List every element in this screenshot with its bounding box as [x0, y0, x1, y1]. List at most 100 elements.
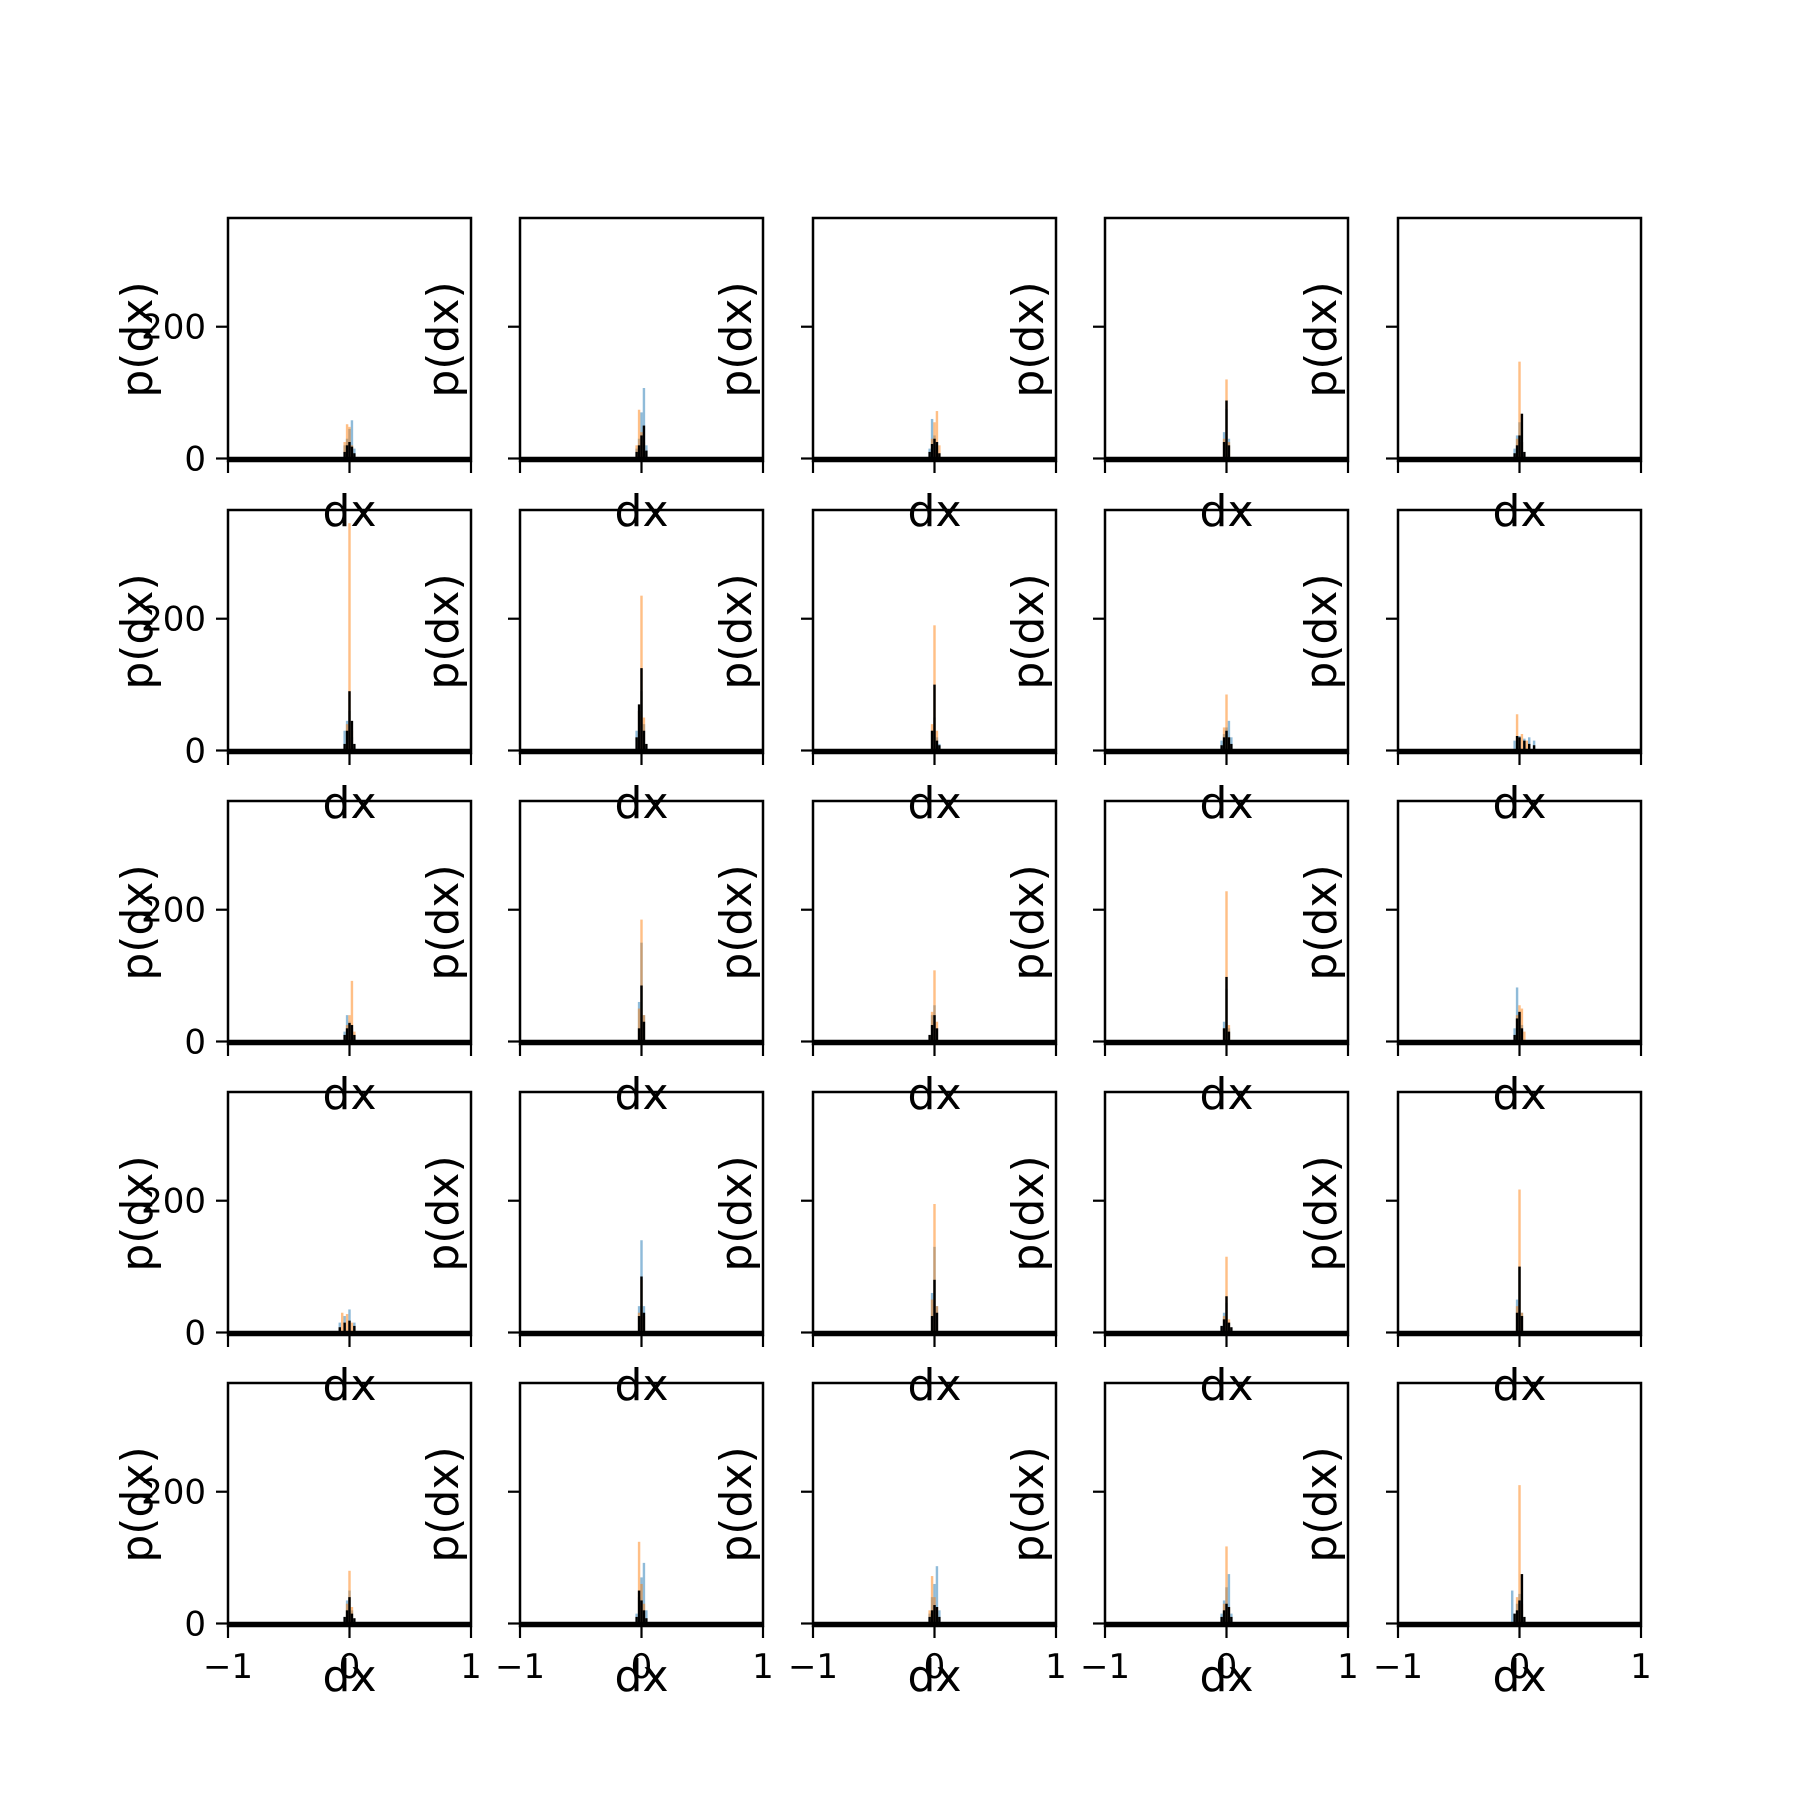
x-tick-label: 0	[924, 1647, 946, 1687]
x-tick-label: −1	[203, 1647, 253, 1687]
subplot-r0-c2: dx p(dx)	[711, 216, 1058, 537]
histogram-bar-black	[938, 1616, 941, 1624]
y-tick-label: 0	[184, 440, 206, 480]
histogram-bar-black	[348, 691, 351, 751]
histogram-bar-black	[1222, 1319, 1226, 1333]
subplot-r4-c2: −1 0 1 dx p(dx)	[711, 1381, 1067, 1702]
histogram-bar-black	[1515, 1610, 1519, 1624]
histogram-bar-orange	[348, 523, 351, 751]
y-axis-label: p(dx)	[711, 281, 762, 397]
histogram-bar-black	[353, 453, 356, 459]
histogram-bar-orange	[341, 1312, 344, 1333]
histogram-bar-black	[1227, 1031, 1231, 1042]
histogram-bar-black	[635, 451, 638, 459]
histogram-bar-orange	[938, 445, 941, 459]
x-axis-label: dx	[615, 486, 669, 537]
x-tick-label: 1	[1337, 1647, 1359, 1687]
histogram-bar-blue	[343, 730, 346, 751]
histogram-bar-blue	[938, 1610, 941, 1624]
histogram-bar-orange	[935, 730, 939, 751]
y-axis-label: p(dx)	[711, 1155, 762, 1271]
histogram-bar-black	[935, 442, 939, 459]
histogram-bar-black	[1227, 445, 1231, 459]
histogram-bar-orange	[1525, 740, 1529, 751]
y-tick-label: 200	[141, 1473, 206, 1513]
histogram-bar-blue	[645, 1610, 648, 1624]
y-tick-label: 0	[184, 732, 206, 772]
histogram-bar-black	[1222, 442, 1226, 459]
histogram-bar-orange	[637, 409, 641, 459]
histogram-bar-orange	[1225, 1256, 1228, 1333]
histogram-bar-black	[935, 1607, 939, 1624]
y-axis-label: p(dx)	[1296, 281, 1347, 397]
x-axis-label: dx	[1200, 778, 1254, 829]
histogram-bar-black	[1225, 1603, 1228, 1624]
histogram-bar-black	[348, 1597, 351, 1624]
y-axis-label: p(dx)	[1296, 1155, 1347, 1271]
histogram-bar-black	[928, 1616, 931, 1624]
subplot-r2-c1: dx p(dx)	[418, 799, 765, 1120]
histogram-bar-black	[350, 720, 354, 751]
histogram-bar-black	[637, 704, 641, 751]
y-axis-label: p(dx)	[711, 573, 762, 689]
x-axis-label: dx	[1493, 1651, 1547, 1702]
histogram-bar-black	[637, 1590, 641, 1624]
y-axis-label: p(dx)	[1296, 573, 1347, 689]
histogram-bar-black	[933, 1279, 936, 1333]
histogram-bar-black	[1227, 1607, 1231, 1624]
histogram-bar-black	[642, 425, 646, 459]
x-axis-label: dx	[323, 1360, 377, 1411]
histogram-bar-black	[1513, 453, 1516, 459]
x-tick-label: 0	[1216, 1647, 1238, 1687]
histogram-bar-orange	[935, 411, 939, 459]
histogram-bar-black	[343, 451, 346, 459]
histogram-bar-black	[353, 1034, 356, 1042]
x-axis-label: dx	[615, 1069, 669, 1120]
histogram-bar-black	[1520, 1574, 1524, 1624]
y-tick-label: 200	[141, 1182, 206, 1222]
histogram-bar-orange	[1225, 1546, 1228, 1624]
x-tick-label: 1	[752, 1647, 774, 1687]
histogram-bar-orange	[640, 919, 643, 1042]
histogram-bar-orange	[350, 980, 354, 1042]
histogram-bar-black	[1515, 445, 1519, 459]
histogram-bar-black	[1220, 1325, 1223, 1333]
histogram-bar-black	[1222, 737, 1226, 751]
subplot-r3-c1: dx p(dx)	[418, 1090, 765, 1411]
y-axis-label: p(dx)	[1003, 573, 1054, 689]
histogram-bar-black	[1230, 743, 1233, 751]
y-axis-label: p(dx)	[1003, 281, 1054, 397]
histogram-bar-orange	[933, 970, 936, 1042]
subplot-r4-c3: −1 0 1 dx p(dx)	[1003, 1381, 1359, 1702]
y-axis-label: p(dx)	[1296, 864, 1347, 980]
histogram-bar-black	[640, 1276, 643, 1333]
y-axis-label: p(dx)	[112, 864, 163, 980]
subplot-r3-c4: dx p(dx)	[1296, 1090, 1643, 1411]
x-axis-label: dx	[908, 778, 962, 829]
y-axis-label: p(dx)	[418, 864, 469, 980]
histogram-bar-black	[645, 450, 648, 459]
histogram-bar-black	[1515, 1018, 1519, 1042]
subplot-r2-c0: 0 200 dx p(dx)	[112, 799, 473, 1120]
y-tick-label: 0	[184, 1023, 206, 1063]
histogram-bar-orange	[1518, 361, 1521, 459]
histogram-bar-black	[933, 684, 936, 751]
x-tick-label: 1	[460, 1647, 482, 1687]
y-axis-label: p(dx)	[418, 1446, 469, 1562]
histogram-bar-black	[348, 1320, 351, 1333]
x-tick-label: −1	[495, 1647, 545, 1687]
histogram-bar-black	[1515, 1312, 1519, 1333]
x-axis-label: dx	[1493, 1069, 1547, 1120]
y-tick-label: 200	[141, 600, 206, 640]
subplot-r3-c3: dx p(dx)	[1003, 1090, 1350, 1411]
histogram-bar-orange	[1225, 891, 1228, 1042]
histogram-bar-black	[1532, 745, 1536, 751]
histogram-bar-black	[640, 1600, 643, 1624]
histogram-bar-orange	[637, 1541, 641, 1624]
x-tick-label: 0	[631, 1647, 653, 1687]
histogram-bar-black	[1222, 1028, 1226, 1042]
histogram-bar-black	[642, 1312, 646, 1333]
y-axis-label: p(dx)	[112, 1155, 163, 1271]
